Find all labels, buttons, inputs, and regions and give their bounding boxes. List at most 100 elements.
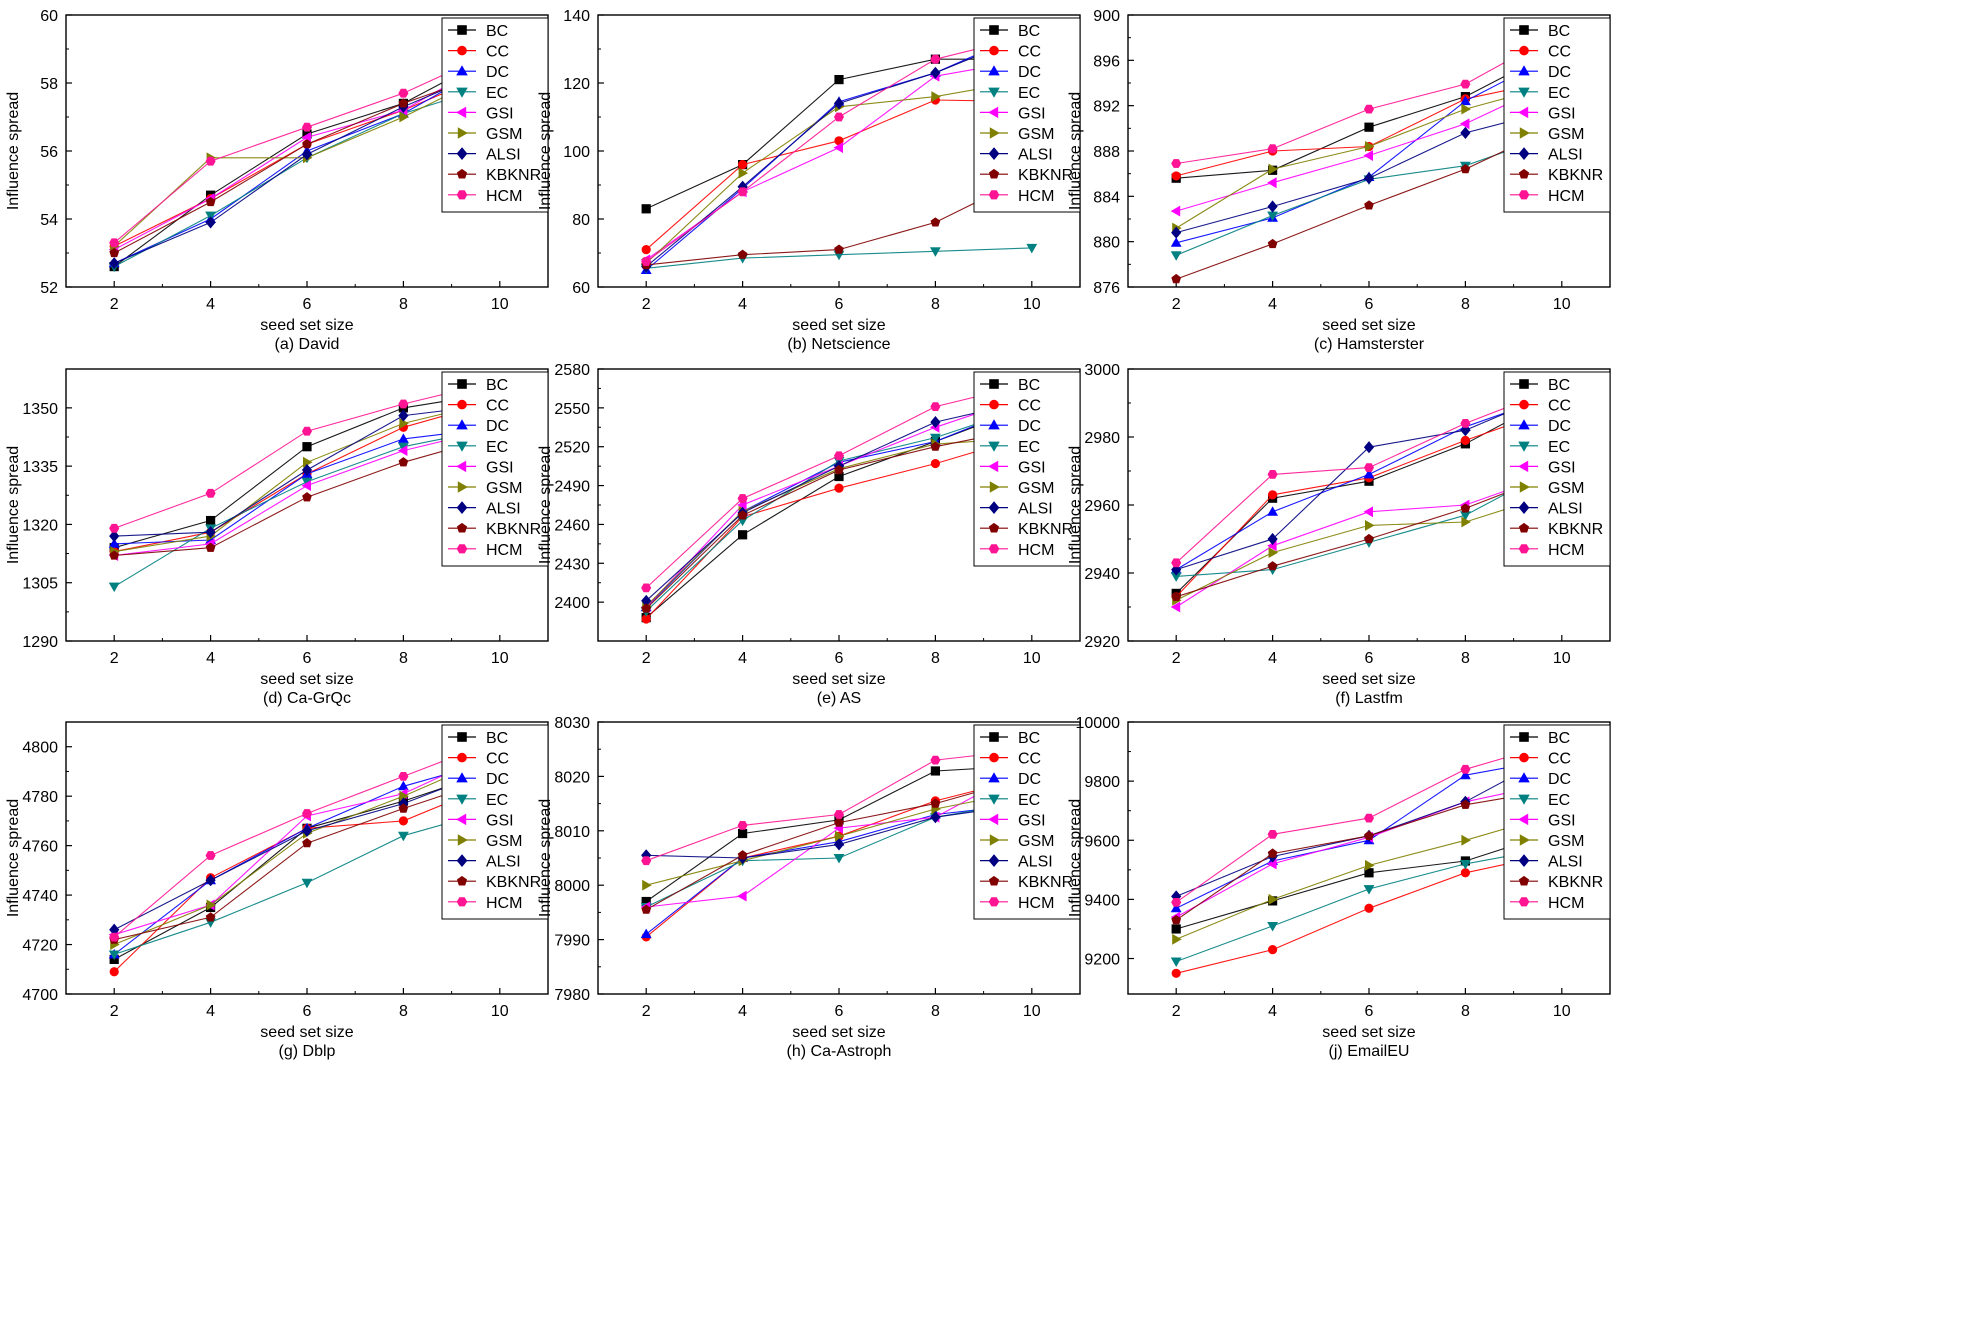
data-point-alsi <box>930 811 941 824</box>
legend-label: CC <box>1548 751 1571 768</box>
legend-marker <box>988 147 1000 160</box>
data-point-alsi <box>301 148 313 161</box>
legend-item-gsi: GSI <box>1510 812 1576 829</box>
legend-marker <box>988 106 999 119</box>
x-axis-label: seed set size <box>1322 671 1415 688</box>
data-point-cc <box>1267 945 1278 955</box>
legend-label: GSI <box>486 459 514 476</box>
legend-marker <box>1518 106 1529 119</box>
data-point-kbknr <box>1267 561 1278 571</box>
legend-label: CC <box>486 398 509 415</box>
x-tick-label: 8 <box>399 1003 408 1020</box>
chart-title: (j) EmailEU <box>1329 1043 1410 1060</box>
data-point-bc <box>737 530 748 540</box>
y-tick-label: 2400 <box>554 595 590 612</box>
data-point-hcm <box>1171 558 1182 568</box>
legend-marker <box>1519 25 1529 35</box>
data-point-hcm <box>833 451 845 461</box>
x-tick-label: 8 <box>1461 1003 1470 1020</box>
data-point-kbknr <box>302 139 312 149</box>
data-point-alsi <box>1267 200 1278 213</box>
data-point-alsi <box>1363 441 1375 454</box>
data-point-hcm <box>930 54 941 64</box>
y-tick-label: 9600 <box>1084 833 1120 850</box>
legend-marker <box>456 875 468 886</box>
legend-label: GSI <box>486 105 514 122</box>
legend-item-cc: CC <box>1510 751 1571 768</box>
legend-item-dc: DC <box>448 64 509 81</box>
legend-marker <box>1518 897 1530 907</box>
y-tick-label: 54 <box>40 212 58 229</box>
data-point-gsm <box>1365 519 1375 531</box>
data-point-kbknr <box>1267 848 1278 858</box>
legend-marker <box>988 772 1000 783</box>
data-point-ec <box>205 211 217 222</box>
y-tick-label: 4700 <box>22 987 58 1004</box>
legend-marker <box>988 87 1000 98</box>
x-axis-label: seed set size <box>792 317 885 334</box>
y-tick-label: 1350 <box>22 401 58 418</box>
x-axis-label: seed set size <box>260 671 353 688</box>
legend-marker <box>457 752 467 763</box>
x-tick-label: 2 <box>642 1003 651 1020</box>
y-tick-label: 60 <box>40 8 58 25</box>
data-point-hcm <box>301 122 313 132</box>
legend-marker <box>1519 379 1529 389</box>
legend-item-gsi: GSI <box>980 812 1046 829</box>
y-tick-label: 4800 <box>22 740 58 757</box>
legend-marker <box>457 399 467 410</box>
data-point-hcm <box>398 771 409 781</box>
legend-label: DC <box>486 418 509 435</box>
x-tick-label: 10 <box>491 296 509 313</box>
data-point-gsm <box>1365 859 1375 871</box>
legend-item-ec: EC <box>1510 85 1570 102</box>
legend-item-alsi: ALSI <box>1510 147 1583 164</box>
legend-label: GSM <box>486 833 522 850</box>
legend-label: ALSI <box>486 501 521 518</box>
x-tick-label: 4 <box>738 296 747 313</box>
data-point-cc <box>1267 490 1278 500</box>
legend-marker <box>1519 45 1529 56</box>
legend-item-hcm: HCM <box>980 542 1054 559</box>
y-tick-label: 2460 <box>554 517 590 534</box>
legend-item-gsm: GSM <box>448 126 522 143</box>
legend-marker <box>1518 854 1530 867</box>
data-point-dc <box>1459 95 1471 106</box>
legend-marker <box>989 834 1000 846</box>
data-point-kbknr <box>1460 503 1471 513</box>
data-point-gsi <box>737 890 747 902</box>
data-point-gsi <box>1363 150 1373 162</box>
legend-marker <box>1518 501 1530 514</box>
legend-marker <box>988 65 1000 76</box>
x-tick-label: 2 <box>110 650 119 667</box>
chart-panel-j-emaileu: 9200 9400 9600 9800 10000 2 4 6 8 10 seed set size… <box>1067 715 1611 1060</box>
legend: BC CC DC EC GSI GSM ALSI KBKNR HCM <box>973 371 1081 567</box>
legend-marker <box>456 522 468 533</box>
x-tick-label: 4 <box>1268 650 1277 667</box>
legend-marker <box>456 65 468 76</box>
legend-item-cc: CC <box>980 398 1041 415</box>
legend-label: GSI <box>1018 105 1046 122</box>
legend-item-gsm: GSM <box>1510 126 1584 143</box>
y-tick-label: 4720 <box>22 938 58 955</box>
legend-marker <box>456 813 467 826</box>
legend-item-alsi: ALSI <box>1510 854 1583 871</box>
data-point-gsi <box>1267 177 1277 189</box>
data-point-hcm <box>301 809 313 818</box>
legend-label: CC <box>1018 398 1041 415</box>
legend-label: CC <box>486 44 509 61</box>
legend-label: KBKNR <box>1548 521 1603 538</box>
x-axis-label: seed set size <box>260 317 353 334</box>
data-point-hcm <box>1363 104 1375 114</box>
legend-label: KBKNR <box>486 874 541 891</box>
legend-marker <box>988 794 1000 805</box>
legend-label: EC <box>486 85 508 102</box>
legend-marker <box>988 190 1000 200</box>
legend-item-cc: CC <box>448 751 509 768</box>
legend-label: DC <box>486 771 509 788</box>
data-point-cc <box>398 816 409 826</box>
data-point-cc <box>1460 435 1470 446</box>
legend: BC CC DC EC GSI GSM ALSI KBKNR HCM <box>973 724 1081 920</box>
x-tick-label: 4 <box>738 1003 747 1020</box>
legend-item-ec: EC <box>448 792 508 809</box>
